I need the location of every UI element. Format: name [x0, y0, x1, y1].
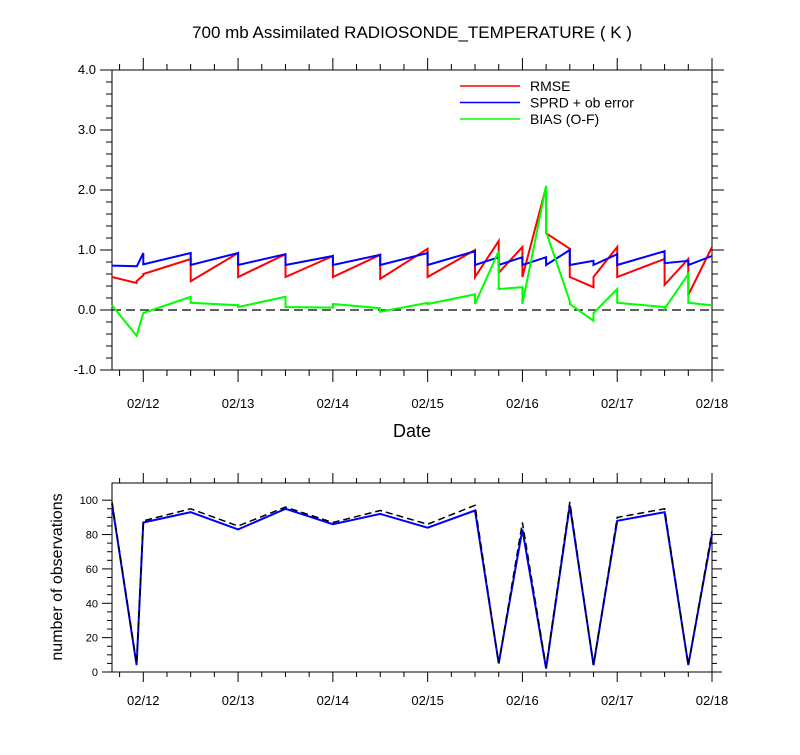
- tick-labels: -1.0 0.0 1.0 2.0 3.0 4.0 02/12 02/13 02/14 02/15 0…: [74, 62, 729, 411]
- series-lines: [111, 501, 713, 669]
- x-tick-label: 02/12: [127, 396, 160, 411]
- y-tick-label: 40: [86, 598, 98, 610]
- x-tick-label: 02/16: [506, 396, 539, 411]
- x-tick-label: 02/18: [696, 693, 729, 708]
- temperature-stats-chart: 700 mb Assimilated RADIOSONDE_TEMPERATUR…: [74, 23, 729, 441]
- plot-border: [111, 69, 713, 371]
- x-tick-label: 02/17: [601, 396, 634, 411]
- x-tick-label: 02/15: [411, 693, 444, 708]
- y-tick-label: 100: [80, 495, 98, 507]
- observation-count-chart: number of observations 0 20 40 60 80 100 02/12…: [49, 473, 728, 708]
- y-axis-label: number of observations: [49, 493, 66, 660]
- y-tick-label: 0: [92, 667, 98, 679]
- x-tick-label: 02/18: [696, 396, 729, 411]
- plot-frame: [111, 69, 713, 371]
- series-line-dashed: [111, 501, 713, 667]
- x-axis-label: Date: [393, 421, 431, 441]
- series-line-solid: [111, 503, 713, 669]
- x-tick-label: 02/17: [601, 693, 634, 708]
- x-tick-label: 02/15: [411, 396, 444, 411]
- axis-ticks: [102, 473, 722, 682]
- x-tick-label: 02/12: [127, 693, 160, 708]
- series-line-sprd-ob-error: [111, 248, 713, 268]
- legend-label: SPRD + ob error: [530, 95, 634, 111]
- y-tick-label: -1.0: [74, 362, 96, 377]
- y-tick-label: 60: [86, 564, 98, 576]
- y-tick-label: 3.0: [78, 122, 96, 137]
- y-tick-label: 80: [86, 530, 98, 542]
- plot-border: [111, 482, 713, 673]
- axis-ticks: [100, 58, 724, 382]
- y-tick-label: 2.0: [78, 182, 96, 197]
- x-tick-label: 02/13: [222, 693, 255, 708]
- series-line-rmse: [111, 186, 713, 296]
- x-tick-label: 02/14: [317, 693, 350, 708]
- y-tick-label: 4.0: [78, 62, 96, 77]
- legend-label: BIAS (O-F): [530, 111, 599, 127]
- y-tick-label: 0.0: [78, 302, 96, 317]
- x-tick-label: 02/13: [222, 396, 255, 411]
- y-tick-label: 20: [86, 633, 98, 645]
- legend-label: RMSE: [530, 78, 570, 94]
- series-line-bias-o-f: [111, 185, 713, 338]
- tick-labels: 0 20 40 60 80 100 02/12 02/13 02/14 02/15 02/16 02/…: [80, 495, 729, 708]
- plot-frame: [111, 482, 713, 673]
- y-tick-label: 1.0: [78, 242, 96, 257]
- x-tick-label: 02/16: [506, 693, 539, 708]
- series-lines: [111, 185, 713, 338]
- chart-title: 700 mb Assimilated RADIOSONDE_TEMPERATUR…: [192, 23, 632, 42]
- x-tick-label: 02/14: [317, 396, 350, 411]
